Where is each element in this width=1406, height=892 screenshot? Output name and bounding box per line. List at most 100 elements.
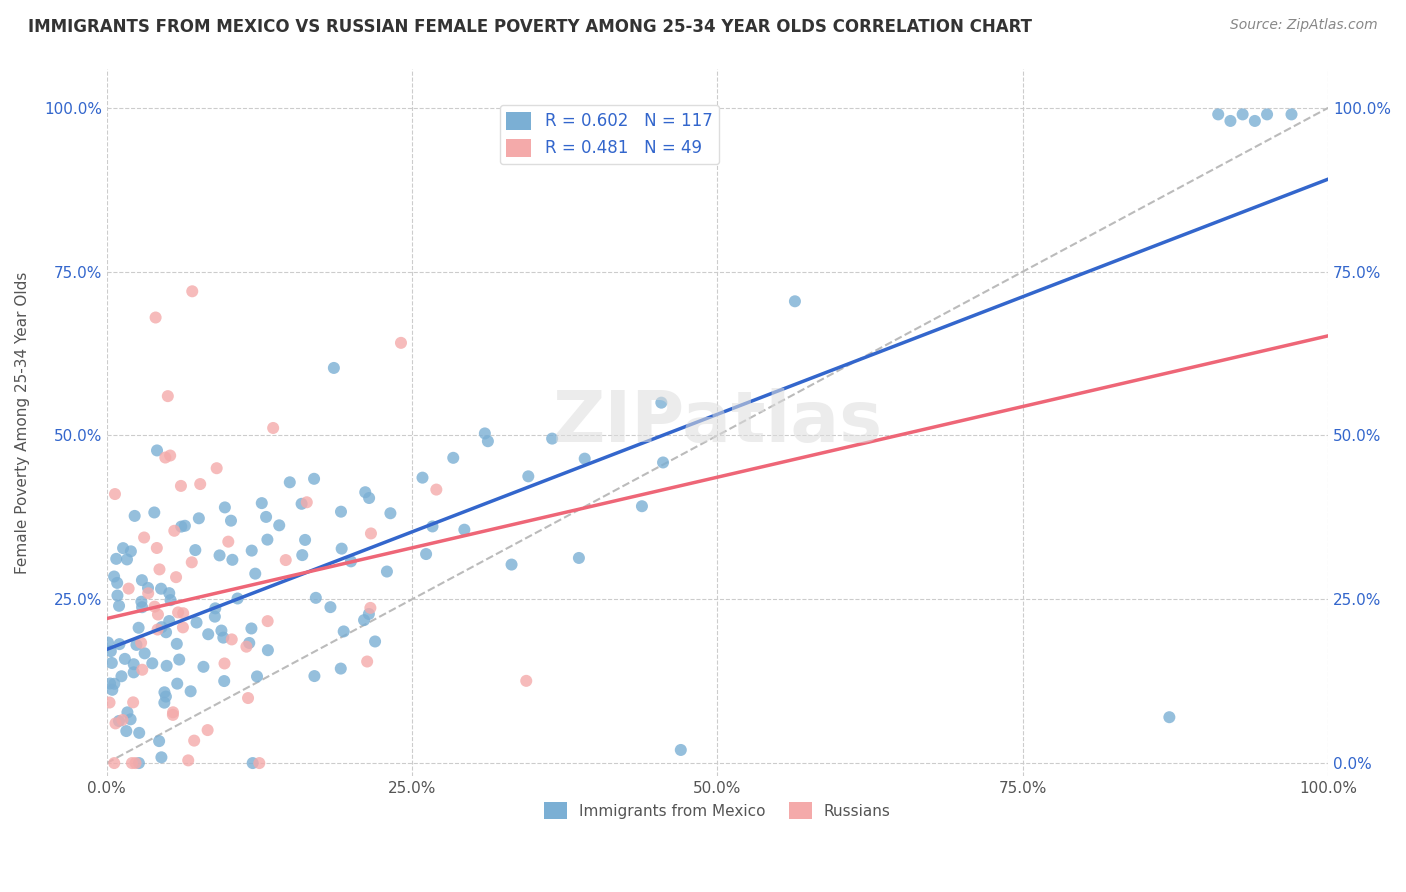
Point xyxy=(115,552,138,566)
Point xyxy=(193,660,215,674)
Point xyxy=(177,753,200,767)
Point xyxy=(131,600,153,615)
Point xyxy=(238,636,260,650)
Point xyxy=(208,549,231,563)
Point xyxy=(104,716,127,731)
Point xyxy=(197,723,219,737)
Point xyxy=(256,533,278,547)
Point xyxy=(180,684,202,698)
Point xyxy=(631,500,654,514)
Point xyxy=(103,569,125,583)
Point xyxy=(186,615,208,630)
Point xyxy=(360,526,382,541)
Point xyxy=(172,620,194,634)
Point xyxy=(146,607,169,622)
Point xyxy=(163,524,186,538)
Point xyxy=(146,623,169,637)
Point xyxy=(415,547,437,561)
Point xyxy=(167,606,190,620)
Point xyxy=(115,724,138,739)
Point xyxy=(212,631,235,645)
Point xyxy=(294,533,316,547)
Point xyxy=(111,713,134,727)
Point xyxy=(156,658,179,673)
Point xyxy=(153,696,176,710)
Point xyxy=(269,518,291,533)
Point xyxy=(131,595,153,609)
Point xyxy=(110,669,132,683)
Point xyxy=(474,426,496,441)
Point xyxy=(517,469,540,483)
Point xyxy=(262,421,284,435)
Point xyxy=(541,432,564,446)
Point xyxy=(114,652,136,666)
Point xyxy=(236,691,259,706)
Point xyxy=(669,743,692,757)
Point xyxy=(197,627,219,641)
Point xyxy=(146,443,169,458)
Point xyxy=(183,733,205,747)
Point xyxy=(128,621,150,635)
Point xyxy=(247,756,270,770)
Point xyxy=(155,690,177,704)
Point xyxy=(359,600,381,615)
Point xyxy=(134,646,156,660)
Point xyxy=(107,589,129,603)
Point xyxy=(1256,107,1278,121)
Text: ZIPatlas: ZIPatlas xyxy=(553,388,883,457)
Point xyxy=(165,570,187,584)
Point xyxy=(364,634,387,648)
Point xyxy=(329,662,352,676)
Point xyxy=(501,558,523,572)
Point xyxy=(103,677,125,691)
Point xyxy=(180,555,202,569)
Point xyxy=(1206,107,1229,121)
Point xyxy=(1281,107,1303,121)
Point xyxy=(356,655,378,669)
Point xyxy=(167,652,190,666)
Point xyxy=(453,523,475,537)
Point xyxy=(226,591,249,606)
Point xyxy=(441,450,464,465)
Point xyxy=(146,541,169,555)
Point xyxy=(117,582,139,596)
Point xyxy=(305,591,328,605)
Point xyxy=(98,696,121,710)
Point xyxy=(159,593,181,607)
Point xyxy=(354,485,377,500)
Point xyxy=(103,756,125,770)
Point xyxy=(319,600,342,615)
Point xyxy=(148,562,170,576)
Point xyxy=(150,620,173,634)
Point xyxy=(221,553,243,567)
Point xyxy=(422,519,444,533)
Point xyxy=(121,756,143,770)
Point xyxy=(291,548,314,562)
Point xyxy=(162,707,184,722)
Point xyxy=(302,472,325,486)
Point xyxy=(214,500,236,515)
Point xyxy=(1244,114,1267,128)
Point xyxy=(375,565,398,579)
Point xyxy=(330,541,353,556)
Point xyxy=(143,506,166,520)
Point xyxy=(256,614,278,628)
Point xyxy=(101,656,124,670)
Point xyxy=(204,601,226,615)
Point xyxy=(170,519,193,533)
Point xyxy=(245,566,267,581)
Point xyxy=(359,491,381,505)
Point xyxy=(652,455,675,469)
Point xyxy=(112,541,135,556)
Point xyxy=(574,451,596,466)
Point xyxy=(105,575,128,590)
Point xyxy=(250,496,273,510)
Point xyxy=(295,495,318,509)
Point xyxy=(105,552,128,566)
Point xyxy=(108,714,131,728)
Point xyxy=(357,607,380,621)
Point xyxy=(254,509,277,524)
Point xyxy=(425,483,447,497)
Point xyxy=(153,685,176,699)
Y-axis label: Female Poverty Among 25-34 Year Olds: Female Poverty Among 25-34 Year Olds xyxy=(15,271,30,574)
